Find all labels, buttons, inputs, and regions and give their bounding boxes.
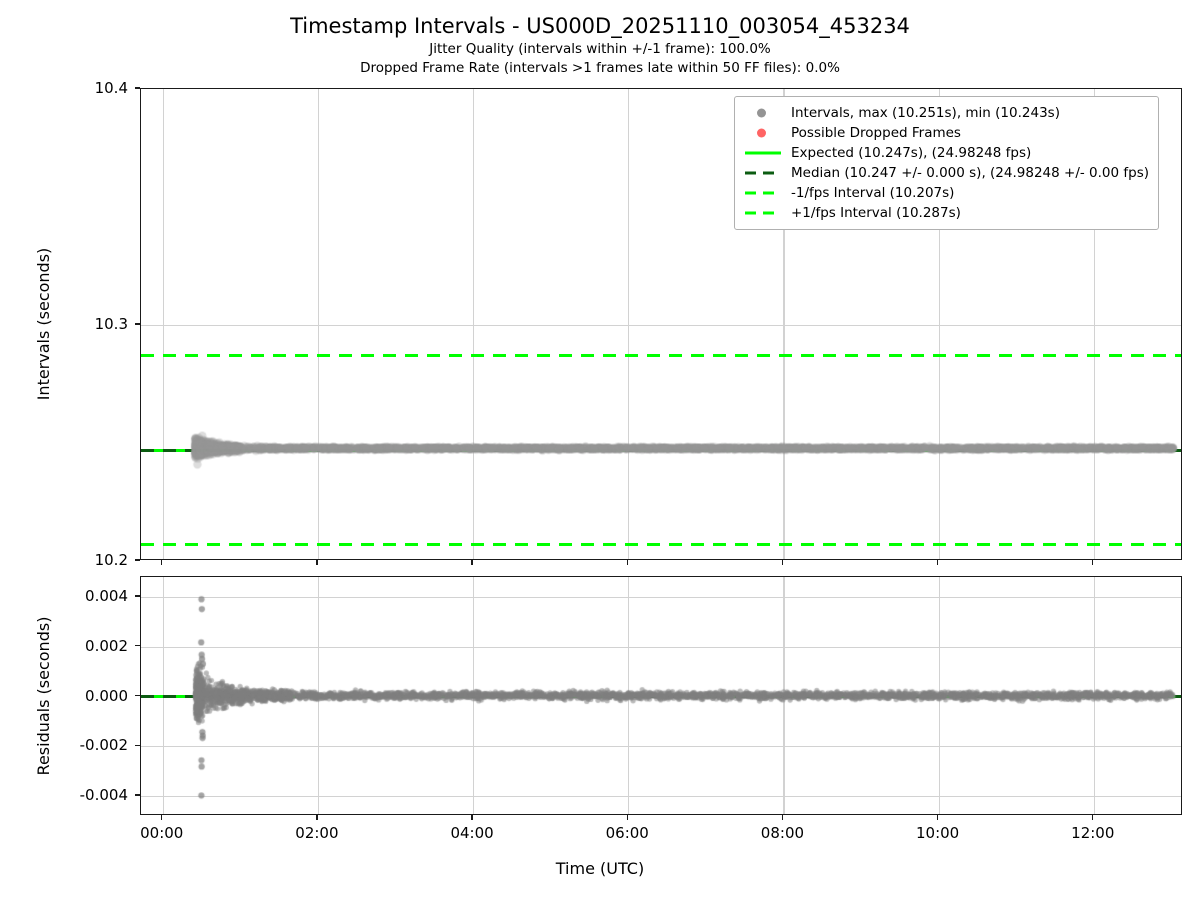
gridline-vertical <box>1093 577 1095 814</box>
y-axis-tick <box>135 694 140 697</box>
gridline-vertical <box>628 577 630 814</box>
legend-item-label: Intervals, max (10.251s), min (10.243s) <box>791 105 1060 121</box>
y-axis-tick <box>135 794 140 796</box>
legend-item-label: -1/fps Interval (10.207s) <box>791 185 955 201</box>
line-solid-green-icon <box>743 144 783 162</box>
line-dashed-green-high-icon <box>743 204 783 222</box>
gridline-vertical <box>162 577 164 814</box>
legend-item: -1/fps Interval (10.207s) <box>743 183 1149 203</box>
legend-line-sample <box>745 151 781 155</box>
legend-item: Intervals, max (10.251s), min (10.243s) <box>743 103 1149 123</box>
y-axis-tick-label: 0.000 <box>85 686 128 705</box>
legend-item: Possible Dropped Frames <box>743 123 1149 143</box>
x-axis-tick <box>471 560 473 565</box>
y-axis-tick <box>135 323 140 325</box>
reference-line <box>141 542 1181 546</box>
reference-line <box>141 695 1181 699</box>
x-axis-tick <box>626 815 628 820</box>
x-axis-tick-label: 04:00 <box>450 824 494 842</box>
x-axis-tick <box>626 560 628 565</box>
x-axis-tick <box>316 560 318 565</box>
x-axis-tick <box>316 815 318 820</box>
legend-item-label: Expected (10.247s), (24.98248 fps) <box>791 145 1032 161</box>
x-axis-tick <box>936 560 939 565</box>
x-axis-tick-label: 10:00 <box>915 824 960 842</box>
y-axis-tick-label: 10.4 <box>94 79 128 97</box>
y-axis-tick <box>135 595 140 597</box>
x-axis-tick <box>161 560 163 565</box>
gridline-vertical <box>938 577 940 814</box>
x-axis-tick <box>781 815 784 820</box>
gridline-vertical <box>317 89 320 559</box>
legend-item-label: Possible Dropped Frames <box>791 125 961 141</box>
residuals-reference-lines <box>141 577 1181 814</box>
line-dashed-darkgreen-icon <box>743 164 783 182</box>
reference-line <box>141 448 1181 452</box>
legend-marker-dot <box>757 128 766 138</box>
legend-line-sample <box>745 191 781 195</box>
y-axis-tick-label: 10.2 <box>94 551 128 569</box>
gridline-vertical <box>162 89 164 559</box>
legend-item: +1/fps Interval (10.287s) <box>743 203 1149 223</box>
y-axis-tick <box>135 87 140 89</box>
legend-line-sample <box>745 211 781 215</box>
x-axis-tick-label: 12:00 <box>1071 824 1115 842</box>
legend-line-sample <box>745 171 781 175</box>
gridline-horizontal <box>141 596 1181 599</box>
residuals-scatter-points <box>141 577 1181 814</box>
y-axis-tick <box>135 559 140 561</box>
x-axis-tick <box>936 815 939 820</box>
y-axis-tick-label: -0.002 <box>79 736 128 755</box>
line-dashed-green-low-icon <box>743 184 783 202</box>
gridline-vertical <box>473 577 475 814</box>
reference-line <box>141 695 1181 698</box>
subtitle-jitter-quality: Jitter Quality (intervals within +/-1 fr… <box>429 41 771 57</box>
subtitle-dropped-frame-rate: Dropped Frame Rate (intervals >1 frames … <box>360 60 840 76</box>
intervals-y-axis-label: Intervals (seconds) <box>34 247 53 401</box>
gridline-horizontal <box>141 646 1181 648</box>
x-axis-tick-label: 06:00 <box>605 824 649 842</box>
reference-line <box>141 448 1181 452</box>
reference-line <box>141 354 1181 358</box>
y-axis-tick <box>135 744 140 746</box>
gridline-vertical <box>783 577 785 814</box>
marker-red-dot-icon <box>743 124 783 142</box>
x-axis-tick <box>1092 560 1094 565</box>
gridline-vertical <box>628 89 630 559</box>
y-axis-tick <box>135 645 140 647</box>
x-axis-label: Time (UTC) <box>555 859 645 878</box>
x-axis-tick <box>161 815 163 820</box>
y-axis-tick-label: 0.004 <box>85 586 128 605</box>
x-axis-tick <box>781 560 784 565</box>
gridline-vertical <box>473 89 475 559</box>
x-axis-tick <box>1092 815 1094 820</box>
page-title: Timestamp Intervals - US000D_20251110_00… <box>290 14 910 38</box>
gridline-horizontal <box>141 796 1181 798</box>
x-axis-tick <box>471 815 473 820</box>
legend-item-label: +1/fps Interval (10.287s) <box>791 205 961 221</box>
x-axis-tick-label: 02:00 <box>295 824 339 842</box>
y-axis-tick-label: 0.002 <box>85 636 128 655</box>
y-axis-tick-label: 10.3 <box>94 315 128 333</box>
residuals-gridlines <box>141 577 1181 814</box>
y-axis-tick-label: -0.004 <box>79 786 128 805</box>
legend-item: Expected (10.247s), (24.98248 fps) <box>743 143 1149 163</box>
residuals-plot-area <box>140 576 1182 815</box>
gridline-vertical <box>317 577 320 814</box>
residuals-y-axis-label: Residuals (seconds) <box>34 616 53 775</box>
legend-item-label: Median (10.247 +/- 0.000 s), (24.98248 +… <box>791 165 1150 181</box>
legend-item: Median (10.247 +/- 0.000 s), (24.98248 +… <box>743 163 1149 183</box>
title-block: Timestamp Intervals - US000D_20251110_00… <box>0 12 1200 78</box>
gridline-horizontal <box>141 696 1181 698</box>
x-axis-tick-label: 00:00 <box>140 824 184 842</box>
legend-marker-dot <box>757 108 766 118</box>
gridline-horizontal <box>141 325 1181 327</box>
x-axis-tick-label: 08:00 <box>760 824 805 842</box>
marker-gray-dot-icon <box>743 104 783 122</box>
gridline-horizontal <box>141 746 1181 748</box>
legend: Intervals, max (10.251s), min (10.243s) P… <box>734 96 1160 230</box>
